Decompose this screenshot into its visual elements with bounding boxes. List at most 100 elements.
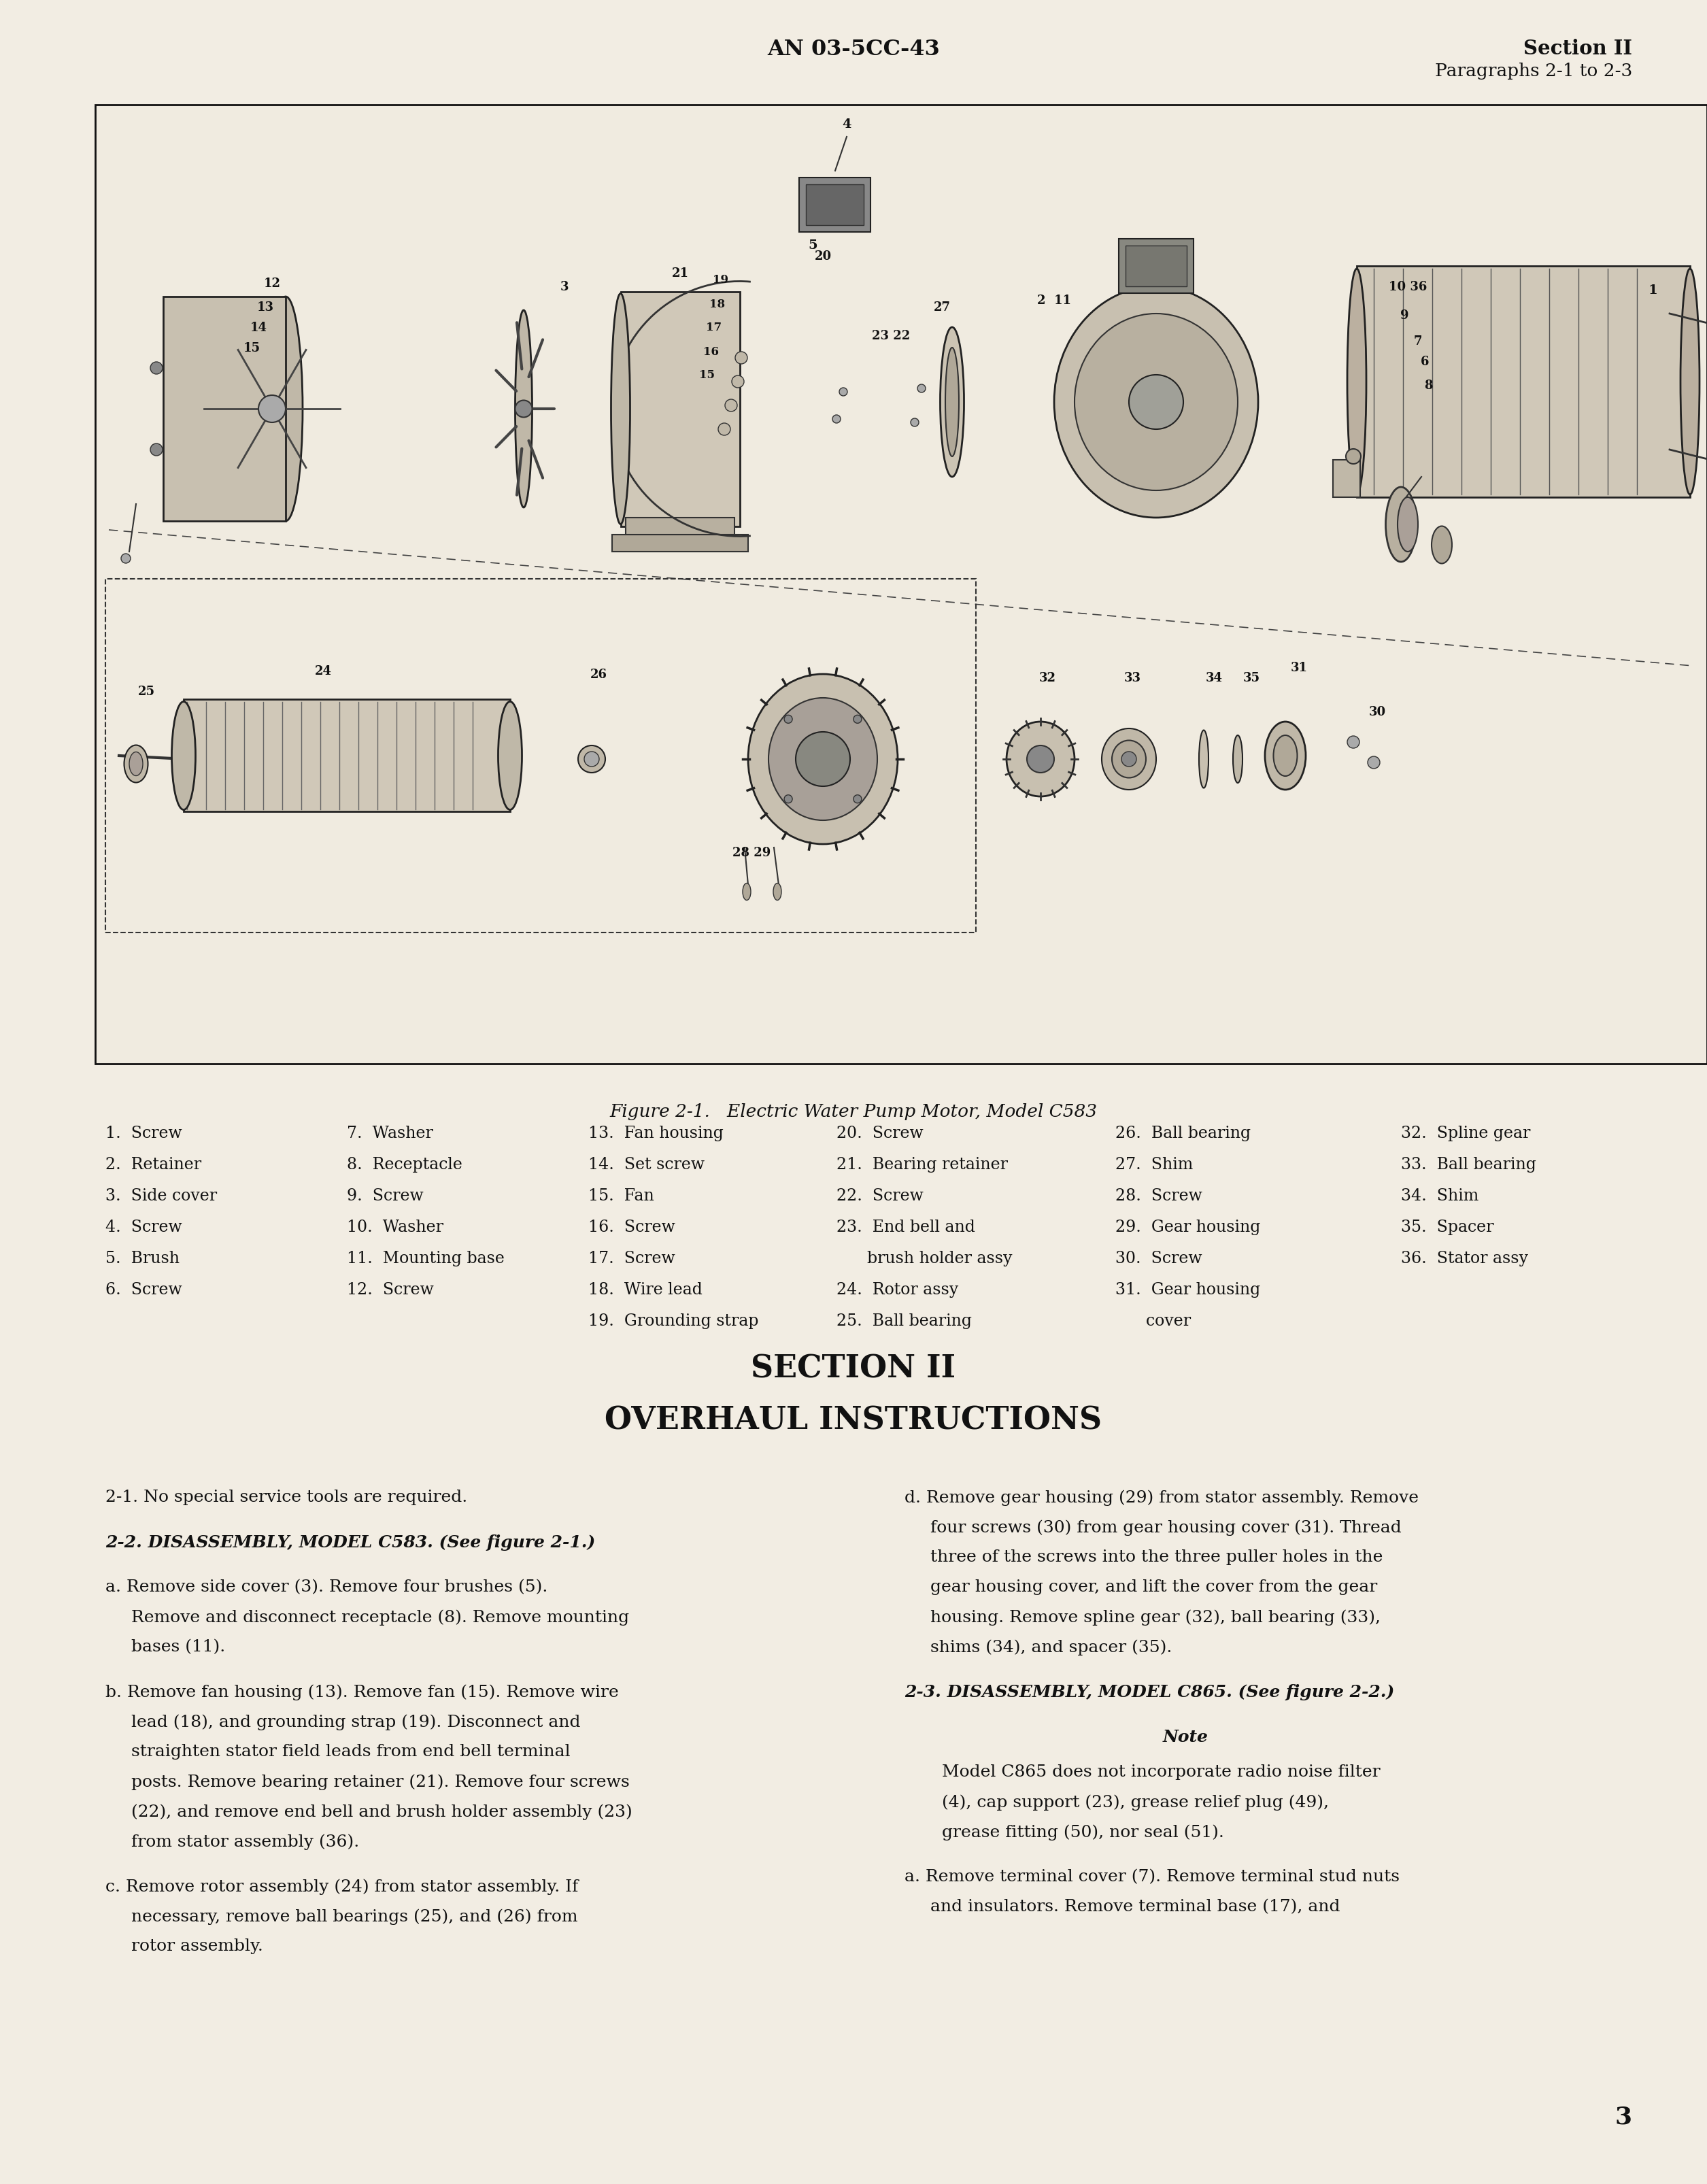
Text: 15.  Fan: 15. Fan [589,1188,654,1203]
Ellipse shape [795,732,850,786]
Ellipse shape [1347,736,1359,749]
Ellipse shape [1265,723,1306,791]
Ellipse shape [941,328,964,478]
Bar [1333,461,1360,498]
Bar [1357,266,1690,498]
Ellipse shape [1101,729,1156,791]
Text: rotor assembly.: rotor assembly. [131,1937,263,1952]
Text: (22), and remove end bell and brush holder assembly (23): (22), and remove end bell and brush hold… [131,1804,632,1819]
Text: 25.  Ball bearing: 25. Ball bearing [836,1313,971,1328]
Ellipse shape [719,424,731,437]
Text: 16.  Screw: 16. Screw [589,1219,676,1234]
Ellipse shape [584,751,599,767]
Ellipse shape [121,555,130,563]
Bar [613,535,748,553]
Ellipse shape [784,795,792,804]
Text: 14.  Set screw: 14. Set screw [589,1158,705,1173]
Text: 2  11: 2 11 [1038,295,1070,306]
Ellipse shape [516,402,533,417]
Ellipse shape [736,352,748,365]
Text: SECTION II: SECTION II [751,1354,956,1385]
Ellipse shape [1111,740,1145,778]
Ellipse shape [150,363,162,376]
Text: 9.  Screw: 9. Screw [347,1188,423,1203]
Text: 5: 5 [807,240,818,251]
Text: 2-2. DISASSEMBLY, MODEL C583. (See figure 2-1.): 2-2. DISASSEMBLY, MODEL C583. (See figur… [106,1533,596,1551]
Text: 2-3. DISASSEMBLY, MODEL C865. (See figure 2-2.): 2-3. DISASSEMBLY, MODEL C865. (See figur… [905,1684,1395,1699]
Ellipse shape [516,310,533,509]
Text: 30: 30 [1369,705,1386,719]
Text: 6.  Screw: 6. Screw [106,1282,183,1297]
Text: 35: 35 [1243,673,1260,684]
Text: 1.  Screw: 1. Screw [106,1125,183,1140]
Ellipse shape [579,747,606,773]
Bar [621,293,739,526]
Text: 29.  Gear housing: 29. Gear housing [1115,1219,1260,1234]
Text: 16: 16 [703,345,719,358]
Text: Figure 2-1.   Electric Water Pump Motor, Model C583: Figure 2-1. Electric Water Pump Motor, M… [609,1103,1098,1120]
Text: 18: 18 [710,299,725,310]
Ellipse shape [150,443,162,456]
Text: housing. Remove spline gear (32), ball bearing (33),: housing. Remove spline gear (32), ball b… [930,1610,1381,1625]
Text: 12: 12 [263,277,280,290]
Ellipse shape [854,795,862,804]
Text: 4.  Screw: 4. Screw [106,1219,183,1234]
Text: 23.  End bell and: 23. End bell and [836,1219,975,1234]
Ellipse shape [268,297,302,522]
Text: 35.  Spacer: 35. Spacer [1401,1219,1494,1234]
Text: 19: 19 [714,275,729,286]
Text: 8.  Receptacle: 8. Receptacle [347,1158,463,1173]
Ellipse shape [498,701,522,810]
Text: 11.  Mounting base: 11. Mounting base [347,1251,505,1267]
Text: Model C865 does not incorporate radio noise filter: Model C865 does not incorporate radio no… [942,1765,1381,1780]
Text: 4: 4 [842,118,852,131]
Ellipse shape [773,885,782,900]
Text: AN 03-5CC-43: AN 03-5CC-43 [766,39,941,59]
Ellipse shape [611,295,630,524]
Text: 26.  Ball bearing: 26. Ball bearing [1115,1125,1251,1140]
Ellipse shape [768,699,877,821]
Ellipse shape [1347,269,1366,496]
Ellipse shape [732,376,744,389]
Ellipse shape [725,400,737,413]
Text: grease fitting (50), nor seal (51).: grease fitting (50), nor seal (51). [942,1824,1224,1839]
Text: d. Remove gear housing (29) from stator assembly. Remove: d. Remove gear housing (29) from stator … [905,1489,1419,1505]
Ellipse shape [833,415,840,424]
Text: 33: 33 [1123,673,1140,684]
Ellipse shape [1055,286,1258,518]
Text: OVERHAUL INSTRUCTIONS: OVERHAUL INSTRUCTIONS [604,1404,1103,1435]
Text: 21.  Bearing retainer: 21. Bearing retainer [836,1158,1007,1173]
Text: 10 36: 10 36 [1388,282,1427,293]
Bar [626,518,734,539]
Bar [106,579,976,933]
Ellipse shape [130,751,143,775]
Text: 26: 26 [591,668,608,681]
Text: 17.  Screw: 17. Screw [589,1251,676,1267]
Bar [96,105,1707,1064]
Bar [164,297,285,522]
Text: 1: 1 [1647,284,1657,297]
Ellipse shape [1128,376,1183,430]
Text: 36.  Stator assy: 36. Stator assy [1401,1251,1528,1267]
Text: 27.  Shim: 27. Shim [1115,1158,1193,1173]
Text: a. Remove terminal cover (7). Remove terminal stud nuts: a. Remove terminal cover (7). Remove ter… [905,1870,1400,1885]
Text: Paragraphs 2-1 to 2-3: Paragraphs 2-1 to 2-3 [1434,63,1632,79]
Ellipse shape [743,885,751,900]
Text: from stator assembly (36).: from stator assembly (36). [131,1832,358,1850]
Text: 2-1. No special service tools are required.: 2-1. No special service tools are requir… [106,1489,468,1505]
Text: 31: 31 [1290,662,1308,675]
Ellipse shape [1273,736,1297,778]
Ellipse shape [1386,487,1417,561]
Text: 32.  Spline gear: 32. Spline gear [1401,1125,1531,1140]
Text: 7: 7 [1413,334,1422,347]
Text: 5.  Brush: 5. Brush [106,1251,179,1267]
Text: and insulators. Remove terminal base (17), and: and insulators. Remove terminal base (17… [930,1898,1340,1913]
Text: 28 29: 28 29 [732,847,770,858]
Ellipse shape [125,745,149,782]
Ellipse shape [1028,747,1055,773]
Bar [806,186,864,225]
Text: 30.  Screw: 30. Screw [1115,1251,1202,1267]
Text: 6: 6 [1420,356,1429,367]
Text: 15: 15 [242,343,259,354]
Text: 7.  Washer: 7. Washer [347,1125,434,1140]
